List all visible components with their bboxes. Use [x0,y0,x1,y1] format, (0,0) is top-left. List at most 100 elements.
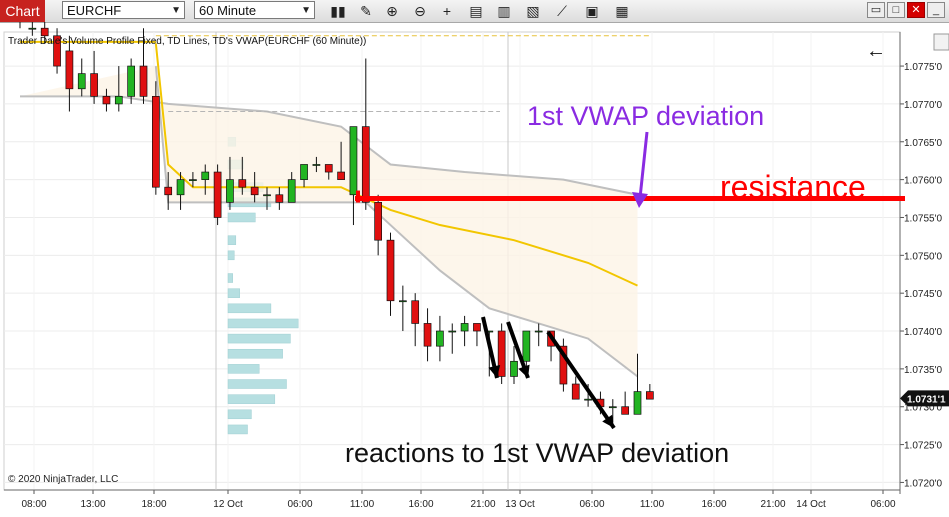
candle-down [324,164,333,173]
resistance-annotation: resistance [720,169,866,205]
restore-button[interactable]: ▭ [867,2,885,18]
candle-down [53,35,61,67]
bar-type-icon[interactable]: ▮▮ [330,3,346,19]
candle-down [275,194,284,203]
candle-down [411,300,420,324]
timeframe-selector[interactable]: 60 Minute ▼ [194,1,315,19]
candle-down [90,73,98,97]
vwap-band-fill [20,66,638,377]
draw-pencil-icon[interactable]: ✎ [360,3,372,19]
candle-up [522,330,531,362]
candle-up [349,126,358,196]
volume-profile-bar [227,235,237,245]
candle-up [448,330,457,333]
chart-tab[interactable]: Chart [0,0,45,22]
y-tick-label: 1.0755'0 [904,213,942,224]
properties-icon[interactable]: ▦ [615,3,629,19]
maximize-button[interactable]: □ [887,2,905,18]
candle-down [139,65,148,97]
candle-up [300,164,308,180]
candle-down [497,330,506,377]
instrument-value: EURCHF [67,3,122,18]
x-tick-label: 08:00 [21,499,46,510]
x-tick-label: 14 Oct [796,499,826,510]
data-box-icon[interactable]: ▤ [469,3,483,19]
candle-down [164,186,173,196]
candle-up [633,391,642,415]
candle-down [559,345,568,385]
candle-up [201,171,210,180]
candle-up [608,406,617,409]
volume-profile-bar [227,212,256,223]
vwap-upper-band [20,95,638,196]
candle-down [374,201,382,241]
candle-up [460,323,469,332]
volume-profile-bar [227,348,283,359]
current-price-label: 1.0731'1 [907,394,946,405]
y-tick-label: 1.0725'0 [904,441,942,452]
volume-profile-bar [227,250,235,261]
volume-profile-bar [227,333,291,344]
candle-down [473,323,481,332]
candle-up [189,179,197,181]
y-tick-label: 1.0770'0 [904,100,942,111]
x-tick-label: 12 Oct [213,499,243,510]
candle-up [510,360,518,377]
candle-down [361,126,370,203]
candle-up [436,330,444,347]
price-chart[interactable]: 1.0775'0 1.0770'0 1.0765'0 1.0760'0 1.0755'0… [0,22,949,517]
y-tick-label: 1.0740'0 [904,327,942,338]
instrument-properties-icon[interactable]: ▥ [497,3,511,19]
candle-down [102,95,111,105]
candle-up [28,27,37,30]
volume-profile-bar [227,424,248,435]
x-tick-label: 16:00 [408,499,433,510]
black-arrow-head [518,364,530,378]
volume-profile-bar [227,318,299,329]
candle-up [114,95,123,105]
zoom-in-icon[interactable]: ⊕ [386,3,398,19]
candle-down [238,179,247,188]
current-price-tag [900,390,949,407]
volume-profile-bar [227,273,233,283]
volume-profile-bar [227,379,287,389]
indicators-icon[interactable]: ⟋ [557,3,567,19]
templates-icon[interactable]: ▣ [585,3,599,19]
reactions-annotation: reactions to 1st VWAP deviation [345,438,729,468]
close-button[interactable]: ✕ [907,2,925,18]
crosshair-icon[interactable]: + [442,3,452,19]
candle-down [213,171,222,218]
candle-down [386,239,395,302]
indicator-label: Trader Dale's Volume Profile Fixed, TD L… [8,36,366,47]
zoom-out-icon[interactable]: ⊖ [414,3,426,19]
minimize-button[interactable]: _ [927,2,945,18]
candle-down [645,391,654,400]
candle-up [176,179,185,196]
candle-up [287,179,296,203]
y-tick-label: 1.0735'0 [904,365,942,376]
y-tick-label: 1.0730'0 [904,403,942,414]
purple-arrow-head [632,192,648,208]
candle-down [337,171,345,180]
y-tick-label: 1.0775'0 [904,62,942,73]
x-tick-label: 18:00 [141,499,166,510]
candle-down [250,186,259,196]
candle-up [584,398,592,401]
strategies-icon[interactable]: ▧ [526,3,540,19]
vwap-lower-band [154,65,639,378]
x-tick-label: 21:00 [760,499,785,510]
black-arrow-shaft [546,330,616,430]
volume-profile-bar [227,288,240,298]
back-arrow-icon: ← [866,40,886,62]
chevron-down-icon: ▼ [301,5,311,16]
x-tick-label: 21:00 [470,499,495,510]
candle-down [571,383,580,400]
vwap-deviation-annotation: 1st VWAP deviation [527,101,764,131]
candle-down [621,406,630,415]
candle-down [152,95,160,188]
purple-arrow-shaft [638,131,649,199]
timeframe-value: 60 Minute [199,3,257,18]
instrument-selector[interactable]: EURCHF ▼ [62,1,185,19]
candle-down [40,27,49,37]
x-tick-label: 16:00 [701,499,726,510]
